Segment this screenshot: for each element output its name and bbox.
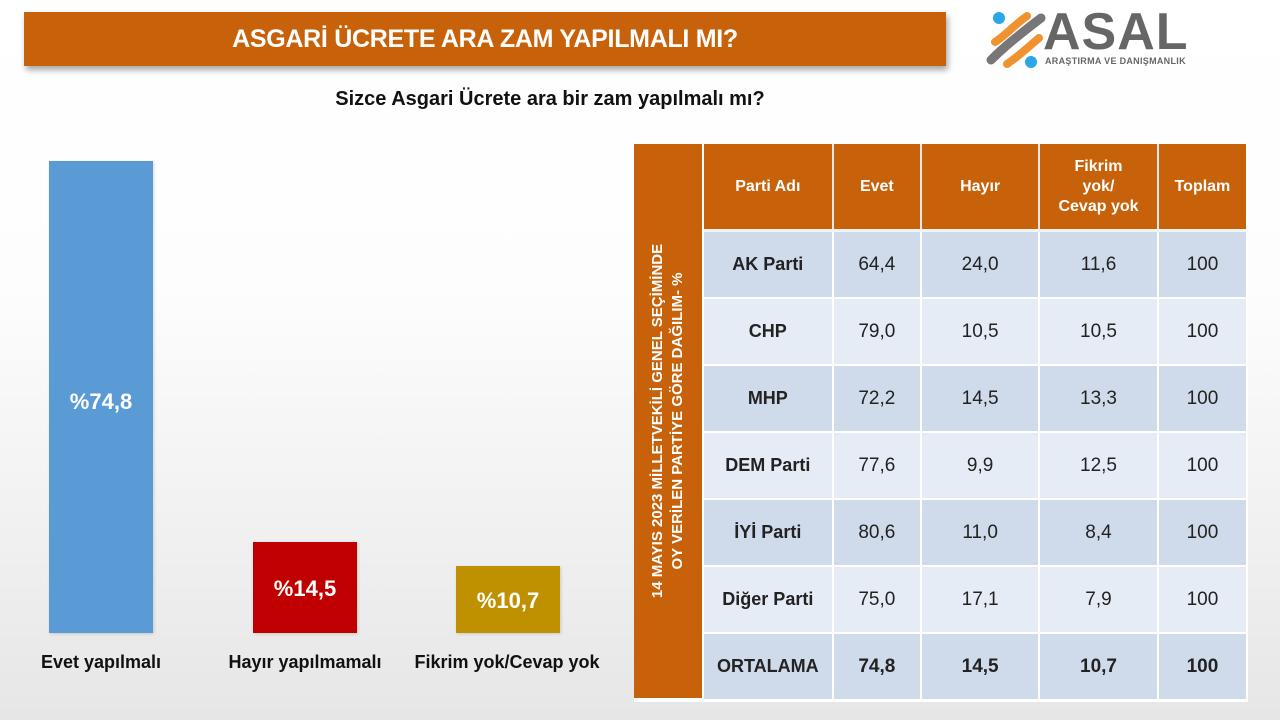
cell-evet: 80,6: [833, 500, 923, 567]
cell-party: ORTALAMA: [704, 634, 834, 701]
bar-area: %74,8 %14,5 %10,7: [0, 140, 620, 633]
cell-evet: 72,2: [833, 366, 923, 433]
cell-toplam: 100: [1158, 232, 1246, 299]
cell-fikrim: 11,6: [1040, 232, 1159, 299]
bar-chart: %74,8 %14,5 %10,7 Evet yapılmalı Hayır y…: [0, 140, 620, 700]
cell-evet: 75,0: [833, 567, 923, 634]
cell-toplam: 100: [1158, 634, 1246, 701]
party-breakdown-table: 14 MAYIS 2023 MİLLETVEKİLİ GENEL SEÇİMİN…: [634, 144, 1248, 702]
logo-tagline: ARAŞTIRMA VE DANIŞMANLIK: [1045, 56, 1186, 66]
cell-toplam: 100: [1158, 366, 1246, 433]
bar-value-label: %14,5: [273, 576, 337, 601]
x-axis-label: Hayır yapılmamalı: [228, 652, 382, 672]
page-title: ASGARİ ÜCRETE ARA ZAM YAPILMALI MI?: [232, 24, 738, 53]
cell-party: İYİ Parti: [704, 500, 834, 567]
cell-fikrim: 13,3: [1040, 366, 1159, 433]
cell-party: CHP: [704, 299, 834, 366]
cell-hayir: 14,5: [922, 366, 1041, 433]
cell-hayir: 17,1: [922, 567, 1041, 634]
data-table: Parti Adı Evet Hayır Fikrim yok/ Cevap y…: [704, 144, 1246, 701]
cell-fikrim: 8,4: [1040, 500, 1159, 567]
cell-hayir: 14,5: [922, 634, 1041, 701]
table-row: CHP 79,0 10,5 10,5 100: [704, 299, 1246, 366]
cell-hayir: 10,5: [922, 299, 1041, 366]
cell-fikrim: 7,9: [1040, 567, 1159, 634]
bar-value-label: %10,7: [476, 588, 540, 613]
cell-party: DEM Parti: [704, 433, 834, 500]
table-row-average: ORTALAMA 74,8 14,5 10,7 100: [704, 634, 1246, 701]
cell-party: Diğer Parti: [704, 567, 834, 634]
asal-logo-icon: [986, 12, 1046, 68]
cell-fikrim: 10,5: [1040, 299, 1159, 366]
table-row: İYİ Parti 80,6 11,0 8,4 100: [704, 500, 1246, 567]
table-row: AK Parti 64,4 24,0 11,6 100: [704, 232, 1246, 299]
asal-logo: ASAL ARAŞTIRMA VE DANIŞMANLIK: [985, 3, 1215, 72]
x-axis-label: Fikrim yok/Cevap yok: [414, 652, 600, 672]
side-label-line1: 14 MAYIS 2023 MİLLETVEKİLİ GENEL SEÇİMİN…: [649, 243, 667, 599]
cell-toplam: 100: [1158, 567, 1246, 634]
cell-evet: 79,0: [833, 299, 923, 366]
bar-fikrim: %10,7: [456, 566, 560, 633]
cell-evet: 77,6: [833, 433, 923, 500]
cell-hayir: 24,0: [922, 232, 1041, 299]
question-text: Sizce Asgari Ücrete ara bir zam yapılmal…: [335, 88, 765, 110]
side-label-line2: OY VERİLEN PARTİYE GÖRE DAĞILIM- %: [669, 272, 687, 570]
table-row: MHP 72,2 14,5 13,3 100: [704, 366, 1246, 433]
header-parti-adi: Parti Adı: [704, 144, 834, 232]
header-fikrim-line: yok/: [1082, 177, 1115, 195]
cell-party: MHP: [704, 366, 834, 433]
chart-question: Sizce Asgari Ücrete ara bir zam yapılmal…: [0, 88, 1100, 111]
title-banner: ASGARİ ÜCRETE ARA ZAM YAPILMALI MI?: [24, 12, 946, 66]
header-toplam: Toplam: [1158, 144, 1246, 232]
cell-fikrim: 12,5: [1040, 433, 1159, 500]
bar-value-label: %74,8: [69, 389, 133, 414]
cell-toplam: 100: [1158, 500, 1246, 567]
cell-toplam: 100: [1158, 433, 1246, 500]
cell-toplam: 100: [1158, 299, 1246, 366]
cell-evet: 64,4: [833, 232, 923, 299]
cell-hayir: 9,9: [922, 433, 1041, 500]
cell-hayir: 11,0: [922, 500, 1041, 567]
x-axis-label: Evet yapılmalı: [40, 652, 162, 672]
header-fikrim-yok: Fikrim yok/ Cevap yok: [1040, 144, 1159, 232]
header-fikrim-line: Fikrim: [1074, 157, 1123, 175]
header-fikrim-line: Cevap yok: [1058, 197, 1139, 215]
table-side-label: 14 MAYIS 2023 MİLLETVEKİLİ GENEL SEÇİMİN…: [634, 144, 702, 698]
cell-evet: 74,8: [833, 634, 923, 701]
table-header-row: Parti Adı Evet Hayır Fikrim yok/ Cevap y…: [704, 144, 1246, 232]
cell-fikrim: 10,7: [1040, 634, 1159, 701]
bar-hayir: %14,5: [253, 542, 357, 633]
bar-evet: %74,8: [49, 161, 153, 633]
table-row: Diğer Parti 75,0 17,1 7,9 100: [704, 567, 1246, 634]
header-evet: Evet: [833, 144, 923, 232]
header-hayir: Hayır: [922, 144, 1041, 232]
table-row: DEM Parti 77,6 9,9 12,5 100: [704, 433, 1246, 500]
cell-party: AK Parti: [704, 232, 834, 299]
logo-brand: ASAL: [1043, 3, 1189, 61]
